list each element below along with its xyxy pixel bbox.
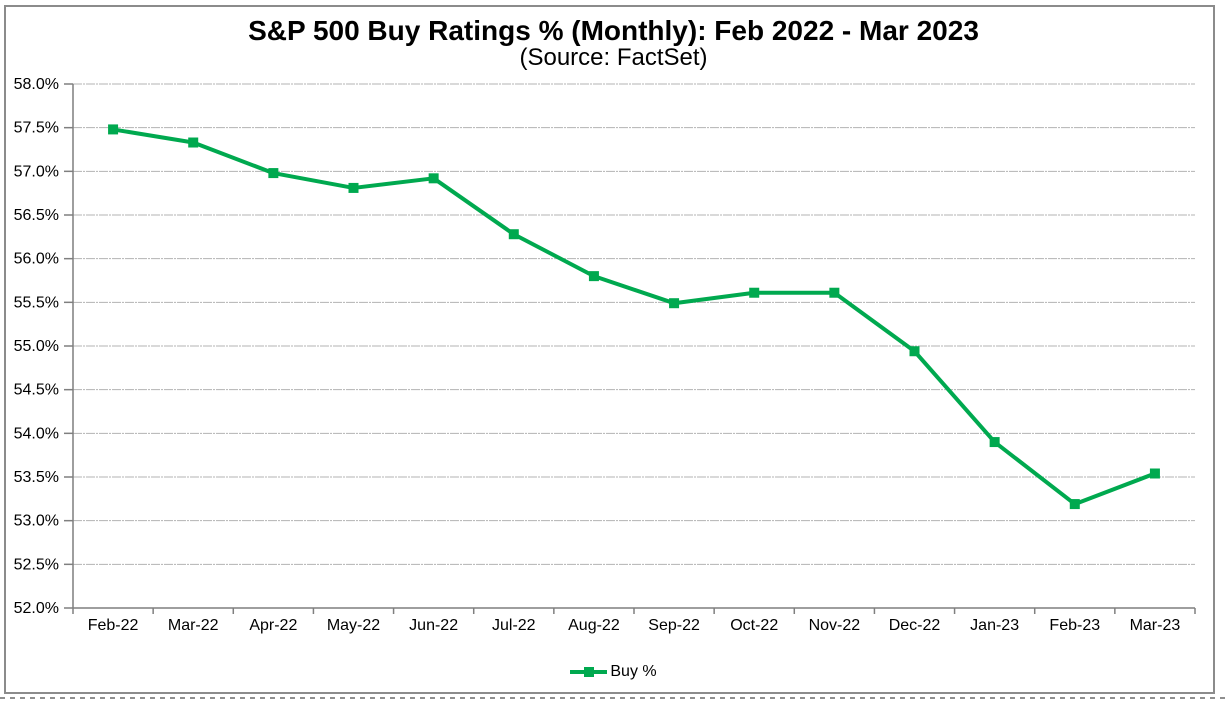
y-tick-label: 53.5% [14, 469, 59, 486]
data-point-marker [749, 287, 760, 298]
data-point-marker [428, 173, 439, 184]
data-point-marker [588, 271, 599, 282]
data-point-marker [348, 182, 359, 193]
x-tick-label: Aug-22 [568, 617, 620, 634]
y-tick-label: 52.5% [14, 556, 59, 573]
x-tick-label: Sep-22 [648, 617, 700, 634]
x-tick-label: Oct-22 [730, 617, 778, 634]
x-tick-label: Mar-23 [1130, 617, 1181, 634]
y-tick-label: 54.5% [14, 382, 59, 399]
y-tick-label: 57.5% [14, 120, 59, 137]
y-tick-label: 55.5% [14, 294, 59, 311]
page-break-line [0, 697, 1227, 699]
y-tick-label: 58.0% [14, 76, 59, 93]
data-point-marker [1149, 468, 1160, 479]
data-point-marker [669, 298, 680, 309]
x-tick-label: Mar-22 [168, 617, 219, 634]
x-tick-label: Apr-22 [249, 617, 297, 634]
y-tick-label: 56.0% [14, 251, 59, 268]
x-tick-label: Jan-23 [970, 617, 1019, 634]
data-point-marker [508, 229, 519, 240]
data-line [111, 127, 1157, 507]
y-tick-label: 53.0% [14, 513, 59, 530]
data-point-marker [829, 287, 840, 298]
x-tick-label: Nov-22 [809, 617, 861, 634]
y-tick-label: 56.5% [14, 207, 59, 224]
chart-subtitle: (Source: FactSet) [519, 44, 708, 71]
y-tick-label: 55.0% [14, 338, 59, 355]
x-tick-label: May-22 [327, 617, 380, 634]
x-tick-label: Jul-22 [492, 617, 536, 634]
legend-square-marker-icon [583, 667, 594, 677]
x-tick-label: Feb-23 [1049, 617, 1100, 634]
chart-title: S&P 500 Buy Ratings % (Monthly): Feb 202… [248, 15, 979, 46]
y-tick-label: 54.0% [14, 425, 59, 442]
legend: Buy % [0, 662, 1227, 682]
y-tick-label: 57.0% [14, 163, 59, 180]
legend-line-marker-icon [570, 667, 608, 677]
x-tick-label: Dec-22 [889, 617, 941, 634]
chart-frame [4, 5, 1215, 694]
x-tick-label: Feb-22 [88, 617, 139, 634]
data-point-marker [108, 124, 119, 135]
data-point-marker [989, 437, 1000, 448]
y-tick-label: 52.0% [14, 600, 59, 617]
x-tick-label: Jun-22 [409, 617, 458, 634]
data-point-marker [188, 137, 199, 148]
data-point-marker [268, 168, 279, 179]
data-point-marker [1069, 499, 1080, 510]
data-point-marker [909, 346, 920, 357]
legend-label: Buy % [610, 663, 657, 680]
